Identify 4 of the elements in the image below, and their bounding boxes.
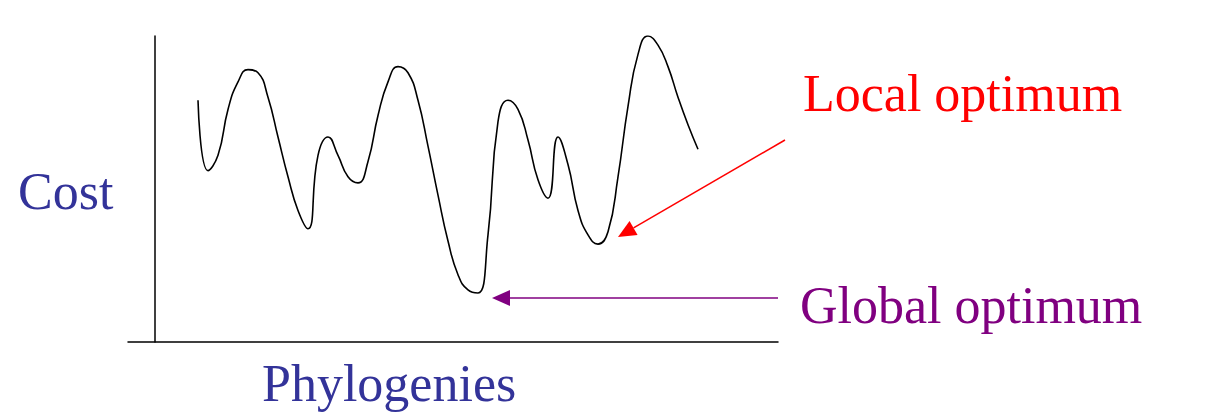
y-axis-title: Cost [18,163,114,220]
x-axis-title: Phylogenies [262,355,517,412]
text: Local optimum [803,65,1123,122]
text: Global optimum [800,277,1143,334]
